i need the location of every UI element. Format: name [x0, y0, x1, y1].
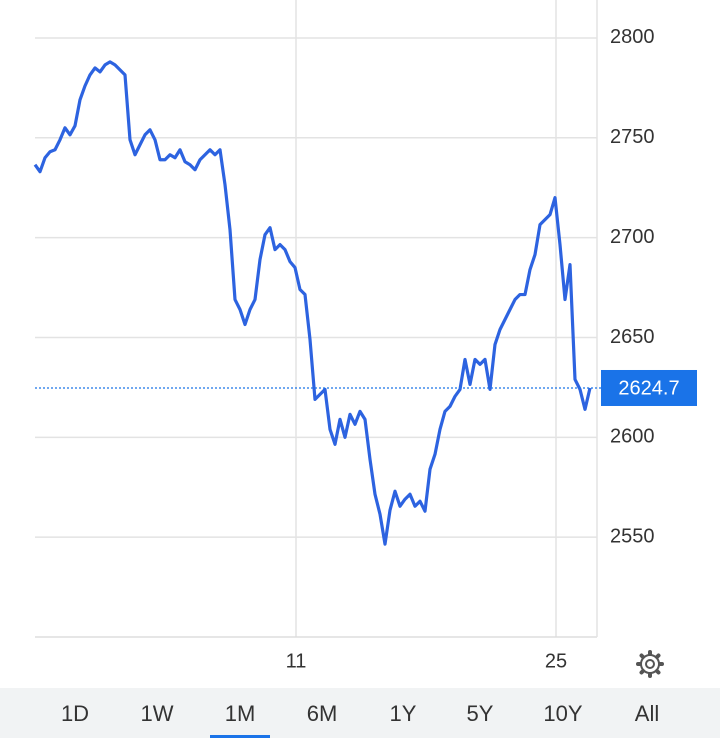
range-tab[interactable]: 1W: [141, 701, 174, 726]
last-price-box: [601, 369, 697, 406]
range-tab[interactable]: All: [635, 701, 659, 726]
y-tick-label: 2550: [610, 525, 655, 547]
range-tab[interactable]: 1M: [225, 701, 256, 726]
y-tick-label: 2750: [610, 126, 655, 148]
x-tick-label: 11: [286, 650, 307, 672]
range-tab[interactable]: 1Y: [390, 701, 417, 726]
x-tick-label: 25: [545, 650, 567, 672]
last-price-label: 2624.7: [618, 377, 679, 399]
range-tab[interactable]: 6M: [307, 701, 338, 726]
range-tab[interactable]: 1D: [61, 701, 89, 726]
y-tick-label: 2800: [610, 26, 655, 48]
y-tick-label: 2700: [610, 226, 655, 248]
active-tab-underline: [210, 735, 270, 738]
range-tab-bar: [0, 688, 720, 738]
price-line: [33, 60, 592, 546]
range-tab[interactable]: 5Y: [467, 701, 494, 726]
y-tick-label: 2600: [610, 426, 655, 448]
range-tab[interactable]: 10Y: [543, 701, 582, 726]
settings-icon[interactable]: [636, 650, 664, 678]
y-tick-label: 2650: [610, 326, 655, 348]
